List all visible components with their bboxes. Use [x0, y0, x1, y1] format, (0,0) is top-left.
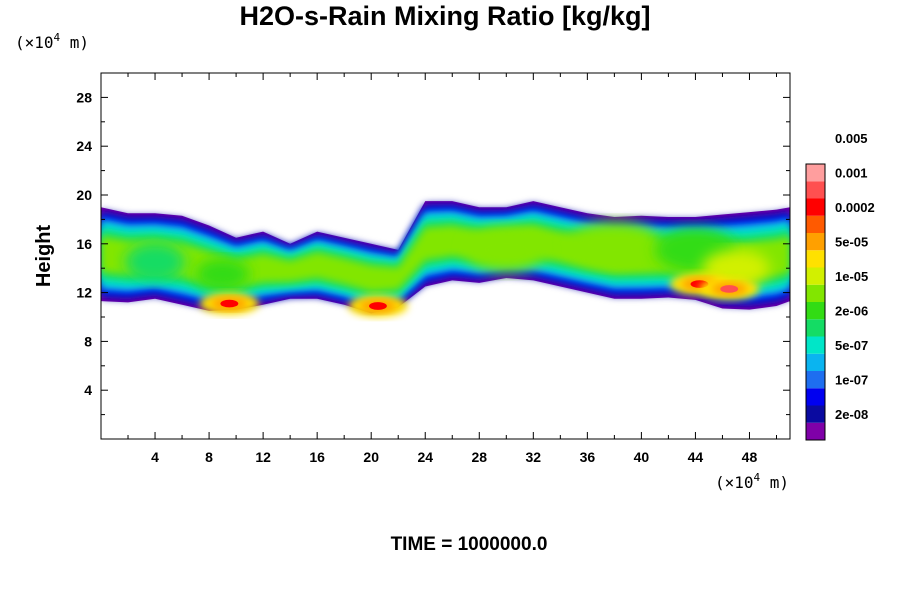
y-axis: 4 8 12 16 20 24 28 [76, 89, 790, 416]
x-tick-label: 12 [255, 449, 271, 465]
colorbar-swatch [806, 405, 825, 423]
x-tick-label: 48 [742, 449, 758, 465]
colorbar-label: 2e-08 [835, 407, 868, 422]
x-axis-unit: (×104 m) [715, 471, 789, 492]
x-axis: 4 8 12 16 20 24 28 32 36 40 44 48 [127, 73, 777, 465]
x-tick-label: 20 [363, 449, 379, 465]
colorbar-swatch [806, 164, 825, 182]
colorbar-swatch [806, 371, 825, 389]
colorbar-swatch [806, 284, 825, 302]
plot-frame [100, 72, 791, 440]
core-peak [720, 285, 739, 293]
y-tick-label: 8 [84, 333, 92, 349]
y-tick-label: 28 [76, 89, 92, 105]
x-tick-label: 44 [688, 449, 704, 465]
colorbar-swatch [806, 215, 825, 233]
colorbar-swatch [806, 250, 825, 268]
x-tick-label: 36 [580, 449, 596, 465]
colorbar-label: 2e-06 [835, 304, 868, 319]
colorbar-swatch [806, 319, 825, 337]
field-region [567, 221, 662, 266]
x-tick-label: 8 [205, 449, 213, 465]
y-tick-label: 16 [76, 236, 92, 252]
y-tick-label: 4 [84, 382, 92, 398]
x-tick-label: 16 [309, 449, 325, 465]
colorbar-swatch [806, 181, 825, 199]
y-axis-label: Height [33, 225, 55, 288]
y-axis-unit: (×104 m) [15, 31, 89, 52]
colorbar-swatch [806, 267, 825, 285]
time-label: TIME = 1000000.0 [391, 534, 548, 555]
y-tick-label: 20 [76, 187, 92, 203]
colorbar-label: 0.005 [835, 131, 868, 146]
x-tick-label: 28 [471, 449, 487, 465]
field-region [465, 227, 547, 272]
core-peak [220, 299, 239, 308]
colorbar-label: 1e-07 [835, 373, 868, 388]
colorbar-swatch [806, 233, 825, 251]
core-peak [369, 302, 387, 310]
x-tick-label: 24 [417, 449, 433, 465]
colorbar-label: 5e-07 [835, 338, 868, 353]
x-tick-label: 32 [526, 449, 542, 465]
colorbar-frame [805, 163, 826, 441]
x-tick-label: 40 [634, 449, 650, 465]
colorbar-swatch [806, 198, 825, 216]
colorbar: 2e-08 1e-07 5e-07 2e-06 1e-05 5e-05 0.0002 0.00… [805, 131, 875, 441]
colorbar-swatch [806, 302, 825, 320]
colorbar-swatch [806, 336, 825, 354]
mixing-ratio-field [101, 201, 790, 317]
field-region [195, 258, 250, 291]
y-tick-label: 12 [76, 285, 92, 301]
x-tick-label: 4 [151, 449, 159, 465]
colorbar-label: 1e-05 [835, 269, 868, 284]
colorbar-label: 0.0002 [835, 200, 875, 215]
chart-title: H2O-s-Rain Mixing Ratio [kg/kg] [239, 1, 650, 31]
colorbar-swatch [806, 388, 825, 406]
colorbar-swatch [806, 353, 825, 371]
colorbar-swatch [806, 422, 825, 440]
colorbar-label: 0.001 [835, 166, 868, 181]
colorbar-label: 5e-05 [835, 235, 868, 250]
field-region [125, 242, 185, 282]
y-tick-label: 24 [76, 138, 92, 154]
plot-area [100, 72, 791, 440]
